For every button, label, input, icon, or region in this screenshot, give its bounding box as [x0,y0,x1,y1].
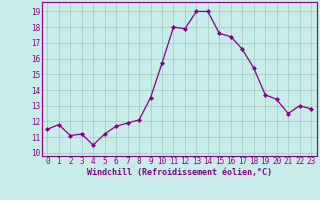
X-axis label: Windchill (Refroidissement éolien,°C): Windchill (Refroidissement éolien,°C) [87,168,272,177]
